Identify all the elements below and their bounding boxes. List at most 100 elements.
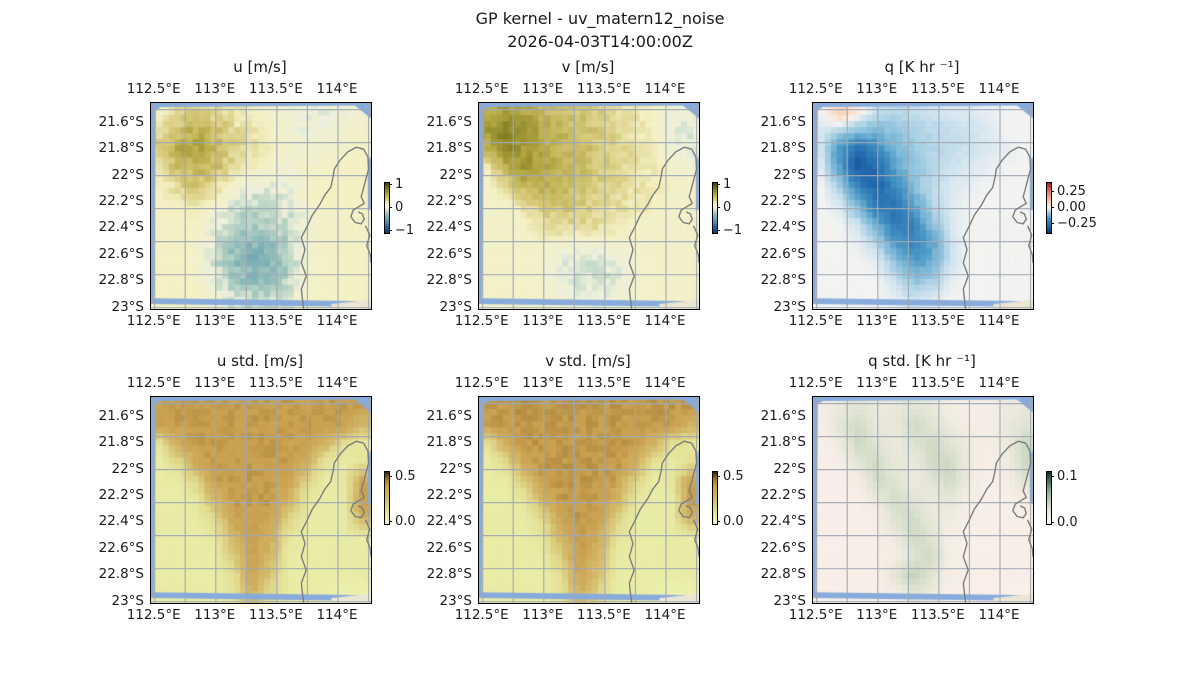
figure-suptitle-line1: GP kernel - uv_matern12_noise [475, 9, 725, 28]
map-overlay-u [151, 103, 371, 309]
lon-tick-top-v_std-1: 113°E [522, 375, 564, 391]
lat-tick-u-2: 22°S [111, 166, 145, 183]
lat-tick-u_std-7: 23°S [111, 592, 145, 609]
colorbar-tick-u-1 [389, 207, 392, 208]
colorbar-u [384, 182, 390, 234]
lat-tick-q_std-2: 22°S [773, 460, 807, 477]
coastline [962, 146, 1032, 309]
lon-tick-top-v-3: 114°E [644, 81, 686, 97]
lat-tick-q-0: 21.6°S [760, 113, 806, 130]
lon-tick-top-u_std-3: 114°E [316, 375, 358, 391]
lon-tick-top-v-2: 113.5°E [576, 81, 631, 97]
coastline [1026, 225, 1033, 263]
colorbar-tick-v-2 [717, 229, 720, 231]
lat-tick-v_std-7: 23°S [439, 592, 473, 609]
colorbar-tick-q_std-1 [1051, 522, 1054, 524]
lon-tick-top-u_std-0: 112.5°E [126, 375, 181, 391]
map-overlay-u_std [151, 397, 371, 603]
coastline [364, 519, 371, 557]
lon-tick-top-v_std-2: 113.5°E [576, 375, 631, 391]
lat-tick-v-7: 23°S [439, 298, 473, 315]
map-q_std [812, 396, 1034, 604]
colorbar-label-q-1: 0.00 [1057, 200, 1086, 215]
colorbar-label-q_std-1: 0.0 [1057, 515, 1078, 531]
lon-tick-bottom-v-1: 113°E [522, 313, 564, 329]
map-overlay-q [813, 103, 1033, 309]
lat-tick-u_std-3: 22.2°S [98, 487, 144, 504]
lon-tick-bottom-u-2: 113.5°E [248, 313, 303, 329]
panel-title-v_std: v std. [m/s] [545, 352, 631, 370]
colorbar-q_std [1046, 471, 1052, 525]
panel-title-u: u [m/s] [233, 58, 287, 76]
figure-suptitle-line2: 2026-04-03T14:00:00Z [507, 32, 693, 51]
lon-tick-bottom-v_std-2: 113.5°E [576, 607, 631, 623]
colorbar-label-v_std-1: 0.0 [723, 514, 744, 530]
lat-tick-v-2: 22°S [439, 166, 473, 183]
lon-tick-top-u_std-2: 113.5°E [248, 375, 303, 391]
lon-tick-top-q-2: 113.5°E [910, 81, 965, 97]
lat-tick-u_std-4: 22.4°S [98, 513, 144, 530]
lat-tick-q-6: 22.8°S [760, 272, 806, 289]
lat-tick-v_std-4: 22.4°S [426, 513, 472, 530]
coastline [628, 146, 698, 309]
colorbar-tick-q_std-0 [1051, 476, 1054, 478]
lat-tick-q-4: 22.4°S [760, 219, 806, 236]
lat-tick-u_std-5: 22.6°S [98, 539, 144, 556]
colorbar-label-v_std-0: 0.5 [723, 469, 744, 485]
panel-title-q_std: q std. [K hr ⁻¹] [868, 352, 976, 370]
lon-tick-bottom-u_std-3: 114°E [316, 607, 358, 623]
map-q [812, 102, 1034, 310]
lon-tick-top-u-2: 113.5°E [248, 81, 303, 97]
lon-tick-top-v_std-0: 112.5°E [454, 375, 509, 391]
lon-tick-bottom-u_std-2: 113.5°E [248, 607, 303, 623]
map-overlay-v_std [479, 397, 699, 603]
colorbar-tick-q-0 [1051, 191, 1054, 193]
lon-tick-top-q_std-3: 114°E [978, 375, 1020, 391]
lat-tick-q-5: 22.6°S [760, 245, 806, 262]
lat-tick-v_std-0: 21.6°S [426, 407, 472, 424]
lat-tick-v-4: 22.4°S [426, 219, 472, 236]
lat-tick-v_std-3: 22.2°S [426, 487, 472, 504]
lat-tick-v-1: 21.8°S [426, 140, 472, 157]
lat-tick-u-5: 22.6°S [98, 245, 144, 262]
colorbar-label-v-0: 1 [723, 177, 732, 193]
lat-tick-q_std-4: 22.4°S [760, 513, 806, 530]
lat-tick-q_std-5: 22.6°S [760, 539, 806, 556]
colorbar-u_std [384, 471, 390, 525]
lon-tick-top-q_std-1: 113°E [856, 375, 898, 391]
lat-tick-q_std-0: 21.6°S [760, 407, 806, 424]
map-v_std [478, 396, 700, 604]
colorbar-tick-v_std-0 [717, 476, 720, 478]
coastline [692, 519, 699, 557]
colorbar-label-v-1: 0 [723, 200, 732, 215]
lon-tick-bottom-v_std-1: 113°E [522, 607, 564, 623]
coastline [628, 440, 698, 603]
lat-tick-u-3: 22.2°S [98, 193, 144, 210]
lat-tick-u-0: 21.6°S [98, 113, 144, 130]
lat-tick-q_std-6: 22.8°S [760, 566, 806, 583]
lat-tick-v-3: 22.2°S [426, 193, 472, 210]
lat-tick-q-1: 21.8°S [760, 140, 806, 157]
map-u [150, 102, 372, 310]
panel-title-q: q [K hr ⁻¹] [884, 58, 960, 76]
colorbar-label-q-2: −0.25 [1057, 215, 1097, 231]
lat-tick-u_std-1: 21.8°S [98, 434, 144, 451]
colorbar-label-v-2: −1 [723, 222, 743, 238]
lon-tick-top-q_std-2: 113.5°E [910, 375, 965, 391]
lon-tick-bottom-q-0: 112.5°E [788, 313, 843, 329]
colorbar-label-u-2: −1 [395, 222, 415, 238]
lat-tick-v-5: 22.6°S [426, 245, 472, 262]
lon-tick-top-u-0: 112.5°E [126, 81, 181, 97]
colorbar-tick-u-2 [389, 229, 392, 231]
panel-title-v: v [m/s] [561, 58, 615, 76]
lat-tick-q_std-7: 23°S [773, 592, 807, 609]
lon-tick-top-u-3: 114°E [316, 81, 358, 97]
lat-tick-v-0: 21.6°S [426, 113, 472, 130]
lon-tick-bottom-v-0: 112.5°E [454, 313, 509, 329]
lat-tick-v-6: 22.8°S [426, 272, 472, 289]
colorbar-tick-u_std-0 [389, 476, 392, 478]
colorbar-tick-u_std-1 [389, 521, 392, 523]
lat-tick-u_std-2: 22°S [111, 460, 145, 477]
colorbar-tick-v-0 [717, 184, 720, 186]
